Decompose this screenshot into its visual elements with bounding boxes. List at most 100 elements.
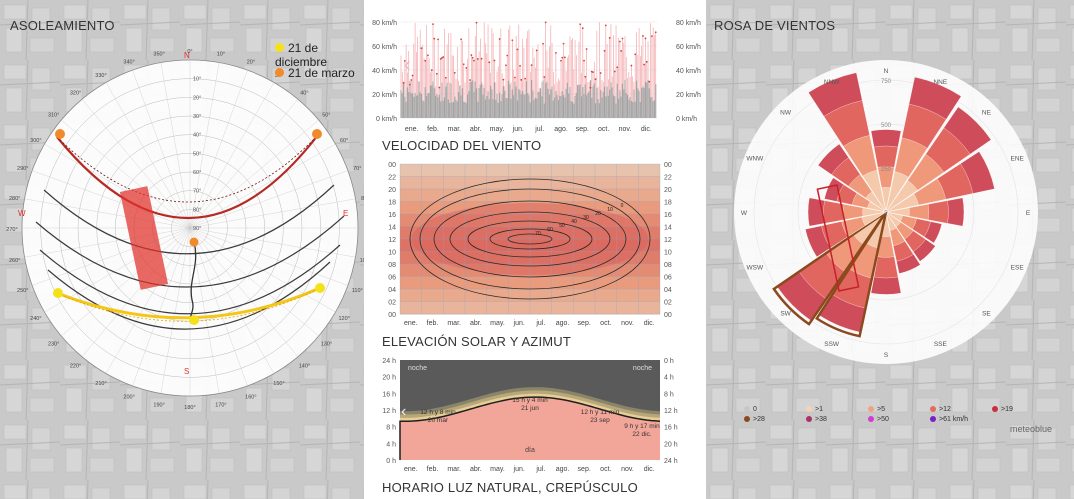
gust-point [402, 81, 405, 84]
daylight-chart: 24 h 20 h 16 h 12 h 8 h 4 h 0 h 0 h 4 h 8 h 12 h 16… [382, 358, 677, 473]
azimuth-label: 330° [95, 73, 106, 79]
gust-point [498, 38, 501, 40]
azimuth-line [189, 227, 248, 386]
y-tick-label: 20 km/h [372, 92, 397, 99]
legend-label: 0 [753, 406, 757, 413]
direction-label: NW [780, 110, 792, 117]
y-tick-label: 18 [388, 200, 396, 207]
y-tick-label: 04 [664, 287, 672, 294]
month-label: ago. [554, 126, 568, 133]
y-tick-label: 12 [388, 237, 396, 244]
azimuth-label: 320° [70, 91, 81, 97]
gust-point [645, 60, 648, 63]
rose-ring-label: 500 [881, 123, 892, 129]
azimuth-label: 260° [9, 258, 20, 264]
y-tick-label: 60 km/h [676, 44, 701, 51]
y-tick-label: 20 h [382, 375, 396, 382]
gust-point [630, 64, 633, 67]
gust-point [603, 49, 606, 52]
legend-item: 0 [744, 406, 757, 413]
rose-petal-edge [772, 210, 888, 326]
direction-label: SSE [934, 341, 948, 348]
gust-point [643, 63, 646, 66]
altitude-label: 60° [193, 170, 201, 176]
legend-label: >61 km/h [939, 416, 968, 423]
azimuth-line [189, 227, 319, 337]
legend-dot-icon [275, 68, 284, 77]
elevation-title: ELEVACIÓN SOLAR Y AZIMUT [382, 334, 572, 349]
azimuth-label: 250° [17, 288, 28, 294]
cardinal-north: N [184, 51, 190, 60]
azimuth-line [81, 227, 191, 357]
direction-label: ENE [1011, 156, 1025, 163]
y-tick-label: 4 h [386, 441, 396, 448]
contour-label: 0 [621, 203, 624, 209]
azimuth-line [189, 99, 299, 229]
daylight-annotation-date: 21 jun [521, 405, 539, 412]
legend-dot-icon [992, 406, 998, 413]
daylight-annotation: 15 h y 4 min [512, 397, 548, 404]
sun-path-april [35, 215, 345, 288]
wind-rose-diagram: 750 500 250 0 N NNE NE ENE E ESE SE SSE S SSW SW WSW W WN… [706, 0, 1074, 499]
gust-point [438, 86, 441, 89]
gust-point [542, 42, 544, 45]
elevation-contour [489, 228, 571, 250]
legend-item: >61 km/h [930, 416, 968, 423]
rose-petal [885, 193, 919, 213]
azimuth-label: 130° [321, 341, 332, 347]
gust-point [430, 69, 433, 72]
gust-point [502, 78, 505, 81]
y-tick-label: 40 km/h [372, 68, 397, 75]
gust-point [648, 80, 651, 83]
azimuth-line [160, 62, 191, 229]
rose-petal [885, 180, 918, 213]
y-tick-label: 16 [388, 212, 396, 219]
rose-petal [865, 191, 887, 213]
y-tick-label: 16 h [382, 391, 396, 398]
rose-petal [881, 187, 891, 213]
azimuth-line [32, 227, 191, 286]
rose-ring-label: 750 [881, 79, 892, 85]
direction-label: SSW [824, 341, 840, 348]
y-tick-label: 00 [664, 162, 672, 169]
altitude-label: 30° [193, 114, 201, 120]
legend-dot-icon [744, 416, 750, 423]
month-label: ago. [556, 320, 570, 327]
day-label: día [525, 447, 535, 454]
legend-item: >28 [744, 416, 765, 423]
legend-label: >5 [877, 406, 885, 413]
azimuth-line [189, 170, 348, 229]
legend-item: >19 [992, 406, 1013, 413]
azimuth-label: 110° [352, 288, 363, 294]
y-tick-label: 20 km/h [676, 92, 701, 99]
rose-petal [861, 211, 887, 226]
gust-point [519, 64, 521, 67]
gust-point [426, 54, 429, 57]
direction-label: NNW [824, 79, 840, 86]
gust-point [589, 86, 592, 89]
month-label: ago. [556, 466, 570, 473]
gust-point [642, 35, 644, 37]
elevation-contour [467, 220, 593, 258]
sun-path-march [39, 244, 341, 315]
summer-sun-path [56, 134, 319, 220]
y-tick-label: 10 [388, 250, 396, 257]
daylight-annotation-date: 22 dic. [632, 431, 651, 438]
daylight-annotation-date: 23 sep [590, 417, 610, 424]
gust-point [562, 42, 565, 45]
daylight-annotation: 12 h y 11 min [581, 409, 620, 416]
gust-point [554, 51, 557, 54]
gust-point [505, 64, 507, 67]
rose-petal [867, 201, 887, 213]
month-label: may. [490, 320, 505, 327]
contour-label: 20 [595, 211, 601, 217]
azimuth-label: 290° [17, 166, 28, 172]
month-label: oct. [600, 466, 611, 473]
solar-legend-march: 21 de marzo [275, 66, 355, 80]
legend-dot-icon [275, 43, 284, 52]
y-tick-label: 06 [388, 275, 396, 282]
legend-item: >1 [806, 406, 823, 413]
gust-point [488, 61, 491, 64]
solar-path-panel: 0° 10° 20° 30° 40° 50° 60° 70° 80° 90° 100° 110° 120… [0, 0, 364, 499]
